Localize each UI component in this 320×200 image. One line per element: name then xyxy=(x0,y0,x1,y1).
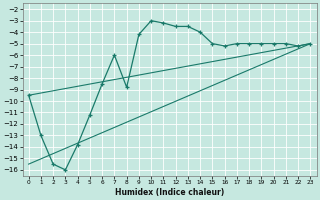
X-axis label: Humidex (Indice chaleur): Humidex (Indice chaleur) xyxy=(115,188,224,197)
